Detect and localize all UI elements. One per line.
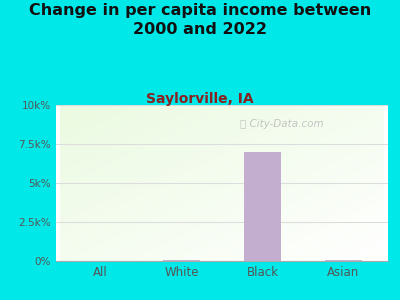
Bar [163,260,200,261]
Bar [325,260,362,261]
Text: Saylorville, IA: Saylorville, IA [146,92,254,106]
Bar [244,152,281,261]
Text: ⓘ City-Data.com: ⓘ City-Data.com [240,119,324,129]
Bar [82,260,119,261]
Text: Change in per capita income between
2000 and 2022: Change in per capita income between 2000… [29,3,371,37]
